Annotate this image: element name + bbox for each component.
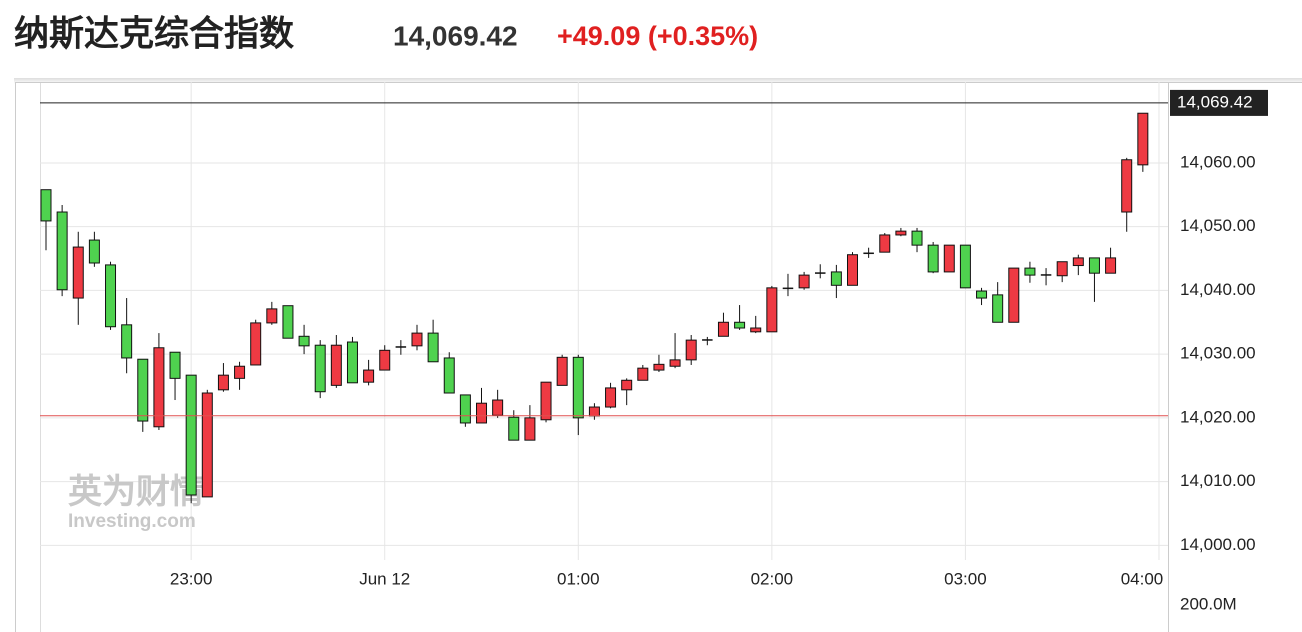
candle-body bbox=[637, 367, 649, 381]
candle-body bbox=[653, 363, 665, 371]
candle-body bbox=[863, 252, 874, 255]
price-change: +49.09 (+0.35%) bbox=[557, 21, 758, 51]
price: 14,069.42 bbox=[393, 20, 518, 51]
candle-body bbox=[153, 347, 165, 428]
candle-body bbox=[621, 379, 633, 391]
candle-body bbox=[992, 294, 1004, 323]
candle-body bbox=[782, 287, 794, 290]
candle-body bbox=[88, 239, 100, 264]
candle-body bbox=[734, 321, 746, 329]
candle-body bbox=[185, 374, 197, 496]
candle-body bbox=[685, 339, 697, 361]
candle-body bbox=[1121, 159, 1133, 213]
candle-body bbox=[1105, 257, 1117, 274]
candle-body bbox=[411, 332, 423, 347]
candle-body bbox=[959, 244, 971, 289]
candle-body bbox=[943, 244, 955, 273]
candle-body bbox=[346, 341, 358, 384]
candle-body bbox=[1137, 112, 1149, 166]
x-tick-label: 03:00 bbox=[944, 569, 987, 588]
watermark-cn: 英为财情 bbox=[68, 473, 204, 511]
candle-body bbox=[702, 339, 713, 341]
candle-body bbox=[56, 211, 68, 291]
candle-body bbox=[1056, 261, 1068, 277]
candle-body bbox=[588, 406, 600, 417]
frame-shadow bbox=[14, 78, 1302, 84]
candle-body bbox=[1088, 257, 1100, 274]
title: 纳斯达克综合指数 bbox=[14, 14, 294, 53]
candle-body bbox=[395, 346, 407, 348]
y-tick-label: 14,010.00 bbox=[1180, 471, 1256, 490]
candle-body bbox=[250, 322, 262, 366]
candle-body bbox=[379, 349, 391, 371]
x-tick-label: Jun 12 bbox=[359, 569, 410, 588]
candle-body bbox=[298, 335, 310, 347]
candle-body bbox=[72, 246, 84, 299]
last-price-label: 14,069.42 bbox=[1177, 92, 1253, 111]
x-tick-label: 23:00 bbox=[170, 569, 213, 588]
candle-body bbox=[1024, 267, 1036, 276]
candle-body bbox=[766, 287, 778, 333]
x-tick-label: 04:00 bbox=[1121, 569, 1164, 588]
candle-body bbox=[201, 392, 213, 498]
candle-body bbox=[717, 321, 729, 337]
candle-body bbox=[1040, 274, 1052, 276]
candle-body bbox=[540, 381, 552, 421]
watermark-en: Investing.com bbox=[68, 511, 196, 532]
y-tick-label: 14,040.00 bbox=[1180, 280, 1256, 299]
candle-body bbox=[508, 416, 520, 441]
candle-body bbox=[814, 272, 826, 274]
candle-body bbox=[750, 327, 762, 333]
candle-body bbox=[105, 264, 117, 328]
x-tick-label: 01:00 bbox=[557, 569, 600, 588]
candle-body bbox=[1072, 257, 1084, 267]
candle-body bbox=[40, 189, 52, 222]
candle-body bbox=[524, 417, 536, 441]
y-tick-label: 14,000.00 bbox=[1180, 535, 1256, 554]
overlay: 14,069.42 200.0M bbox=[40, 89, 1268, 613]
candle-body bbox=[976, 290, 988, 299]
candle-body bbox=[476, 402, 488, 424]
candle-body bbox=[459, 394, 471, 424]
candle-body bbox=[830, 271, 842, 286]
candle-body bbox=[492, 399, 504, 416]
candle-body bbox=[927, 244, 939, 273]
candle-body bbox=[169, 351, 181, 379]
candle-body bbox=[427, 332, 439, 363]
candle-body bbox=[363, 369, 375, 383]
candle-body bbox=[895, 230, 907, 236]
y-tick-label: 14,030.00 bbox=[1180, 344, 1256, 363]
candle-body bbox=[669, 359, 681, 367]
y-tick-label: 14,060.00 bbox=[1180, 152, 1256, 171]
candle-body bbox=[847, 254, 858, 286]
candle-body bbox=[314, 344, 326, 393]
y-tick-label: 14,020.00 bbox=[1180, 407, 1256, 426]
x-tick-label: 02:00 bbox=[751, 569, 794, 588]
volume-axis-label: 200.0M bbox=[1180, 594, 1237, 613]
candle-body bbox=[605, 387, 617, 408]
candle-body bbox=[798, 274, 810, 289]
last-price-box bbox=[1170, 89, 1268, 116]
candle-body bbox=[443, 357, 455, 394]
candle-body bbox=[121, 324, 133, 359]
candle-body bbox=[911, 230, 923, 246]
candles bbox=[40, 112, 1149, 504]
candle-body bbox=[137, 358, 149, 422]
candle-body bbox=[217, 374, 229, 391]
candle-body bbox=[234, 365, 246, 379]
grid: 14,000.00 14,010.00 14,020.00 14,030.00 14,0… bbox=[40, 82, 1256, 588]
candle-body bbox=[282, 305, 294, 339]
candle-body bbox=[572, 356, 584, 419]
candle-body bbox=[266, 308, 278, 324]
candle-body bbox=[330, 344, 342, 386]
candle-body bbox=[1008, 267, 1020, 323]
candle-body bbox=[556, 356, 568, 386]
y-tick-label: 14,050.00 bbox=[1180, 216, 1256, 235]
candle-body bbox=[879, 234, 891, 253]
